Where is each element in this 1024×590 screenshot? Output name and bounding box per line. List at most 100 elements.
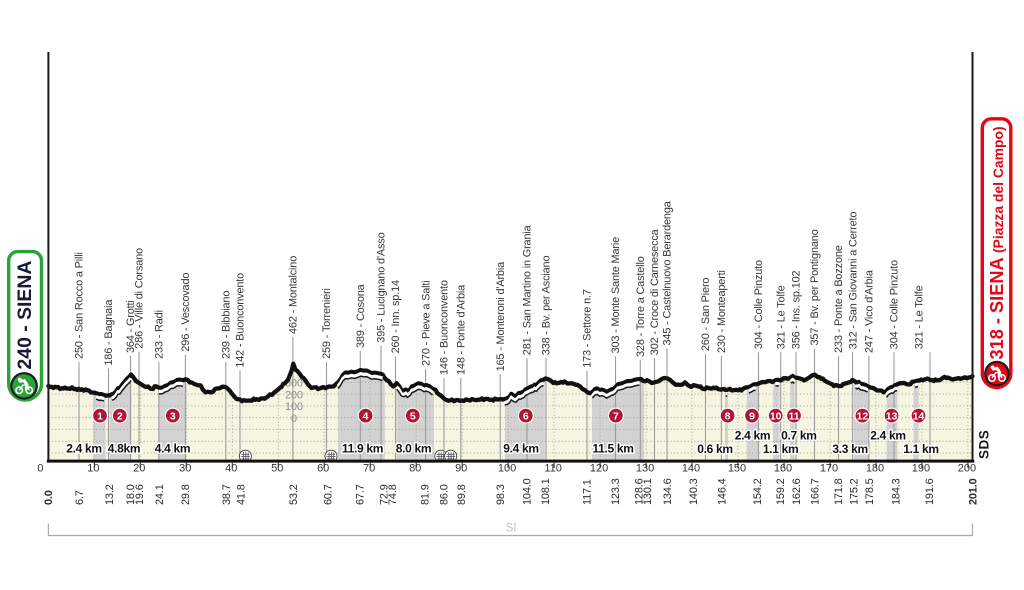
svg-text:312 - San Giovanni a Cerreto: 312 - San Giovanni a Cerreto — [847, 212, 859, 350]
svg-text:60: 60 — [317, 463, 329, 475]
svg-text:2: 2 — [117, 411, 123, 423]
svg-text:9.4 km: 9.4 km — [503, 442, 539, 456]
svg-text:38.7: 38.7 — [221, 484, 233, 505]
svg-text:8.0 km: 8.0 km — [396, 442, 432, 456]
svg-text:4.4 km: 4.4 km — [155, 442, 191, 456]
svg-text:162.6: 162.6 — [791, 478, 803, 505]
svg-text:128.6: 128.6 — [634, 478, 646, 505]
svg-text:72.9: 72.9 — [378, 484, 390, 505]
svg-text:184.3: 184.3 — [891, 478, 903, 505]
svg-text:3: 3 — [170, 411, 176, 423]
svg-text:175.2: 175.2 — [849, 478, 861, 505]
svg-text:123.3: 123.3 — [610, 478, 622, 505]
svg-text:104.0: 104.0 — [521, 478, 533, 505]
svg-text:230 - Monteaperti: 230 - Monteaperti — [716, 270, 728, 353]
svg-text:260 - San Piero: 260 - San Piero — [700, 278, 712, 352]
svg-text:154.2: 154.2 — [752, 478, 764, 505]
svg-text:100: 100 — [498, 463, 516, 475]
svg-text:146.4: 146.4 — [716, 478, 728, 505]
svg-text:345 - Castelnuovo Berardenga: 345 - Castelnuovo Berardenga — [662, 200, 674, 345]
svg-text:321 - Le Tolfe: 321 - Le Tolfe — [775, 285, 787, 349]
svg-text:117.1: 117.1 — [582, 479, 594, 505]
svg-text:40: 40 — [225, 463, 237, 475]
svg-text:60.7: 60.7 — [322, 484, 334, 505]
svg-text:150: 150 — [728, 463, 746, 475]
svg-text:186 - Bagnaia: 186 - Bagnaia — [103, 299, 115, 366]
svg-text:260 - Inn. sp.14: 260 - Inn. sp.14 — [390, 280, 402, 353]
svg-text:302 - Croce di Carnesecca: 302 - Croce di Carnesecca — [649, 228, 661, 355]
svg-text:10: 10 — [87, 463, 99, 475]
svg-text:148 - Ponte d'Arbia: 148 - Ponte d'Arbia — [456, 284, 468, 375]
svg-text:12: 12 — [857, 411, 869, 423]
svg-text:81.9: 81.9 — [420, 484, 432, 505]
svg-text:89.8: 89.8 — [456, 484, 468, 505]
svg-text:120: 120 — [590, 463, 608, 475]
svg-text:304 - Colle Pinzuto: 304 - Colle Pinzuto — [889, 260, 901, 349]
svg-text:1.1 km: 1.1 km — [903, 442, 939, 456]
svg-text:14: 14 — [913, 411, 925, 423]
svg-text:13: 13 — [886, 411, 898, 423]
svg-text:270 - Pieve a Salti: 270 - Pieve a Salti — [420, 280, 432, 366]
svg-text:74.8: 74.8 — [387, 484, 399, 505]
svg-text:142 - Buonconvento: 142 - Buonconvento — [235, 273, 247, 368]
svg-text:303 - Monte Sante Marie: 303 - Monte Sante Marie — [610, 237, 622, 354]
svg-text:233 - Ponte a Bozzone: 233 - Ponte a Bozzone — [833, 245, 845, 353]
svg-text:134.6: 134.6 — [662, 478, 674, 505]
svg-text:286 - Ville di Corsano: 286 - Ville di Corsano — [134, 248, 146, 349]
svg-text:166.7: 166.7 — [810, 478, 822, 505]
svg-text:165 - Monteroni d'Arbia: 165 - Monteroni d'Arbia — [495, 261, 507, 372]
svg-text:0: 0 — [37, 463, 43, 475]
svg-text:250 - San Rocco a Pilli: 250 - San Rocco a Pilli — [74, 252, 86, 359]
svg-text:11.5 km: 11.5 km — [592, 442, 633, 456]
svg-text:395 - Lucignano d'Asso: 395 - Lucignano d'Asso — [376, 232, 388, 342]
svg-text:0.6 km: 0.6 km — [697, 442, 733, 456]
svg-text:108.1: 108.1 — [540, 478, 552, 505]
svg-text:239 - Bibbiano: 239 - Bibbiano — [221, 291, 233, 359]
svg-text:11: 11 — [788, 411, 799, 423]
svg-text:389 - Cosona: 389 - Cosona — [355, 283, 367, 348]
svg-text:318 - SIENA (Piazza del Campo): 318 - SIENA (Piazza del Campo) — [987, 126, 1007, 359]
svg-text:2.4 km: 2.4 km — [870, 429, 906, 443]
svg-text:24.1: 24.1 — [154, 484, 166, 505]
svg-text:4.8km: 4.8km — [108, 442, 141, 456]
svg-text:178.5: 178.5 — [864, 478, 876, 505]
svg-text:2.4 km: 2.4 km — [66, 442, 102, 456]
svg-text:328 - Torre a Castello: 328 - Torre a Castello — [635, 256, 647, 357]
svg-text:160: 160 — [774, 463, 792, 475]
svg-text:4: 4 — [363, 411, 369, 423]
svg-text:8: 8 — [725, 411, 731, 423]
svg-text:98.3: 98.3 — [495, 484, 507, 505]
svg-text:6: 6 — [523, 411, 529, 423]
svg-text:201.0: 201.0 — [967, 478, 979, 505]
svg-text:233 - Radi: 233 - Radi — [154, 310, 166, 359]
svg-text:357 - Bv. per Pontignano: 357 - Bv. per Pontignano — [809, 229, 821, 345]
svg-text:9: 9 — [749, 411, 755, 423]
svg-text:0.7 km: 0.7 km — [781, 429, 817, 443]
svg-text:2.4 km: 2.4 km — [735, 429, 771, 443]
svg-text:20: 20 — [133, 463, 145, 475]
svg-text:11.9 km: 11.9 km — [342, 442, 383, 456]
svg-text:180: 180 — [866, 463, 884, 475]
svg-text:90: 90 — [455, 463, 467, 475]
svg-text:29.8: 29.8 — [180, 484, 192, 505]
svg-text:86.0: 86.0 — [439, 484, 451, 505]
svg-text:80: 80 — [409, 463, 421, 475]
svg-text:41.8: 41.8 — [235, 484, 247, 505]
svg-text:259 - Torrenieri: 259 - Torrenieri — [321, 288, 333, 359]
svg-text:19.6: 19.6 — [134, 484, 146, 505]
svg-text:140: 140 — [682, 463, 700, 475]
svg-text:1: 1 — [97, 411, 103, 423]
svg-text:18.0: 18.0 — [125, 484, 137, 505]
svg-text:13.2: 13.2 — [104, 484, 116, 505]
svg-text:159.2: 159.2 — [775, 478, 787, 505]
svg-text:356 - Ins. sp.102: 356 - Ins. sp.102 — [791, 271, 803, 350]
svg-text:296 - Vescovado: 296 - Vescovado — [180, 273, 192, 352]
svg-text:240 - SIENA: 240 - SIENA — [14, 261, 36, 370]
svg-text:53.2: 53.2 — [288, 484, 300, 505]
svg-text:130.1: 130.1 — [642, 478, 654, 505]
svg-text:140.3: 140.3 — [688, 478, 700, 505]
svg-text:364 - Grotti: 364 - Grotti — [125, 300, 137, 353]
svg-text:171.8: 171.8 — [833, 478, 845, 505]
svg-text:191.6: 191.6 — [924, 478, 936, 505]
svg-text:30: 30 — [179, 463, 191, 475]
